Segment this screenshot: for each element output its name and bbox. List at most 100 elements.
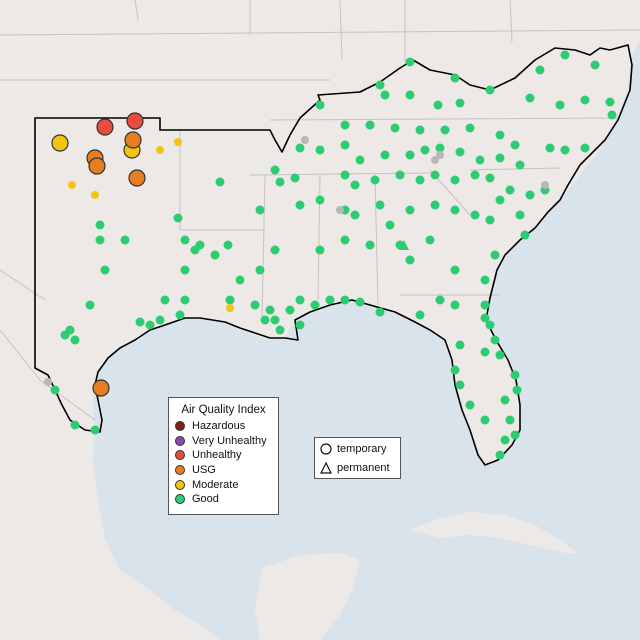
good-marker <box>405 150 415 160</box>
moderate-large-marker <box>51 134 69 152</box>
good-marker <box>420 145 430 155</box>
good-marker <box>485 215 495 225</box>
good-marker <box>173 213 183 223</box>
good-marker <box>510 430 520 440</box>
legend-label: Good <box>192 493 219 506</box>
good-marker <box>505 415 515 425</box>
good-marker <box>450 365 460 375</box>
good-marker <box>505 185 515 195</box>
good-marker <box>270 245 280 255</box>
good-marker <box>405 90 415 100</box>
good-marker <box>155 315 165 325</box>
good-marker <box>295 143 305 153</box>
good-marker <box>95 220 105 230</box>
good-marker <box>450 205 460 215</box>
good-marker <box>315 100 325 110</box>
legend-label: Unhealthy <box>192 449 242 462</box>
good-marker <box>605 97 615 107</box>
good-marker <box>250 300 260 310</box>
usg-large-marker <box>124 131 142 149</box>
good-marker <box>480 347 490 357</box>
good-marker <box>415 125 425 135</box>
usg-large-marker <box>88 157 106 175</box>
good-marker <box>135 317 145 327</box>
good-marker <box>495 350 505 360</box>
usg-large-marker <box>92 379 110 397</box>
usg-swatch <box>175 465 185 476</box>
no-data-marker <box>44 378 52 386</box>
shape-legend-item-temporary: temporary <box>315 438 400 457</box>
good-marker <box>265 305 275 315</box>
good-marker <box>340 120 350 130</box>
moderate-marker <box>156 146 164 154</box>
good-marker <box>490 250 500 260</box>
good-marker <box>295 320 305 330</box>
good-permanent-marker <box>399 240 409 250</box>
no-data-marker <box>541 181 549 189</box>
legend-label: USG <box>192 464 216 477</box>
good-marker <box>70 335 80 345</box>
moderate-swatch <box>175 479 185 490</box>
legend-label: Moderate <box>192 478 239 491</box>
good-marker <box>60 330 70 340</box>
good-marker <box>455 380 465 390</box>
moderate-marker <box>91 191 99 199</box>
good-marker <box>340 140 350 150</box>
good-marker <box>210 250 220 260</box>
good-marker <box>215 177 225 187</box>
good-marker <box>370 175 380 185</box>
good-marker <box>255 265 265 275</box>
monitor-markers <box>44 50 617 460</box>
good-marker <box>405 255 415 265</box>
good-marker <box>365 120 375 130</box>
good-marker <box>430 170 440 180</box>
good-marker <box>340 235 350 245</box>
land-yucatan <box>255 553 360 640</box>
good-marker <box>580 143 590 153</box>
good-marker <box>480 300 490 310</box>
good-marker <box>525 93 535 103</box>
good-marker <box>270 315 280 325</box>
legend-item-hazardous: Hazardous <box>169 419 278 434</box>
shape-legend: temporary permanent <box>314 437 401 479</box>
good-marker <box>340 170 350 180</box>
good-marker <box>500 435 510 445</box>
shape-legend-label: permanent <box>337 461 390 474</box>
legend-item-moderate: Moderate <box>169 477 278 492</box>
good-marker <box>95 235 105 245</box>
good-marker <box>525 190 535 200</box>
good-marker <box>545 143 555 153</box>
good-marker <box>405 57 415 67</box>
good-marker <box>180 235 190 245</box>
triangle-icon <box>320 461 332 474</box>
legend-item-good: Good <box>169 492 278 507</box>
good-marker <box>455 147 465 157</box>
good-marker <box>510 140 520 150</box>
good-marker <box>223 240 233 250</box>
good-marker <box>380 150 390 160</box>
no-data-marker <box>336 206 344 214</box>
good-marker <box>590 60 600 70</box>
good-marker <box>450 73 460 83</box>
good-marker <box>350 180 360 190</box>
good-marker <box>495 153 505 163</box>
good-marker <box>325 295 335 305</box>
good-marker <box>235 275 245 285</box>
good-marker <box>480 313 490 323</box>
good-marker <box>395 170 405 180</box>
good-marker <box>607 110 617 120</box>
good-marker <box>435 295 445 305</box>
good-marker <box>175 310 185 320</box>
good-marker <box>430 200 440 210</box>
land-cuba <box>410 512 580 555</box>
moderate-marker <box>174 138 182 146</box>
good-marker <box>340 295 350 305</box>
good-marker <box>560 145 570 155</box>
good-marker <box>180 295 190 305</box>
good-marker <box>355 155 365 165</box>
good-marker <box>295 200 305 210</box>
good-marker <box>225 295 235 305</box>
aqi-legend: Air Quality Index Hazardous Very Unhealt… <box>168 397 279 515</box>
good-marker <box>495 450 505 460</box>
aqi-legend-title: Air Quality Index <box>181 404 266 416</box>
